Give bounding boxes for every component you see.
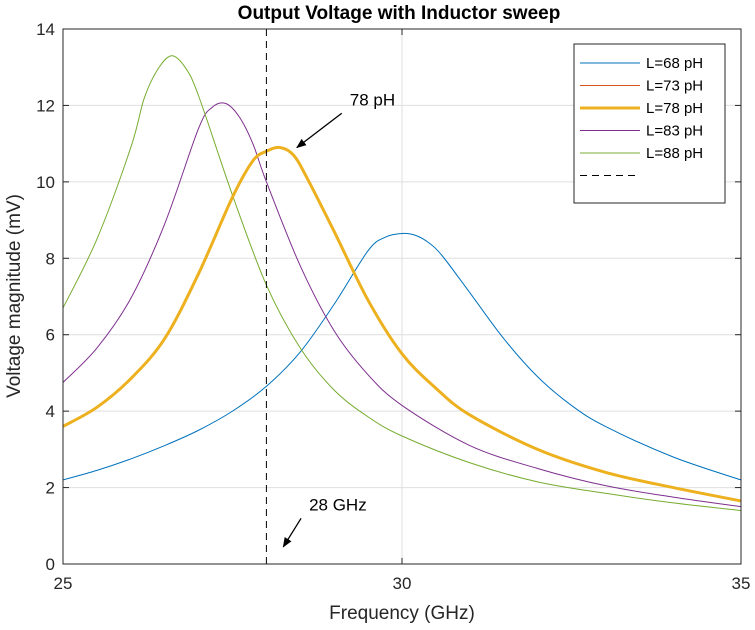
y-tick-label-8: 8 — [46, 249, 55, 268]
x-axis-label: Frequency (GHz) — [329, 603, 475, 624]
y-tick-label-6: 6 — [46, 326, 55, 345]
annotation-text-1: 28 GHz — [309, 495, 367, 514]
legend-label-0: L=68 pH — [646, 55, 703, 72]
legend-box — [573, 43, 726, 204]
x-tick-label-30: 30 — [393, 574, 412, 593]
legend-label-3: L=83 pH — [646, 123, 703, 140]
y-tick-label-12: 12 — [36, 96, 55, 115]
y-tick-label-10: 10 — [36, 173, 55, 192]
annotation-text-0: 78 pH — [350, 90, 395, 109]
tick-labels: 25 30 35 0 2 4 6 8 10 12 14 — [36, 20, 750, 593]
series-line-0 — [62, 232, 742, 481]
x-tick-label-35: 35 — [732, 574, 751, 593]
legend-label-1: L=73 pH — [646, 78, 703, 95]
legend-label-4: L=88 pH — [646, 145, 703, 162]
annotation-arrow-0 — [296, 112, 343, 149]
series-line-2 — [62, 145, 742, 503]
annotation-arrow-1 — [282, 517, 302, 548]
annotations: 78 pH 28 GHz — [282, 90, 395, 548]
legend-label-2: L=78 pH — [646, 100, 703, 117]
legend: L=68 pH L=73 pH L=78 pH L=83 pH L=88 pH — [573, 43, 726, 204]
series-group — [62, 29, 742, 564]
chart-title: Output Voltage with Inductor sweep — [238, 3, 561, 24]
x-tick-label-25: 25 — [54, 574, 73, 593]
axis-ticks — [62, 28, 742, 565]
y-tick-label-4: 4 — [46, 402, 55, 421]
y-tick-label-2: 2 — [46, 479, 55, 498]
y-axis-label: Voltage magnitude (mV) — [4, 194, 25, 398]
y-tick-label-0: 0 — [46, 555, 55, 574]
series-line-3 — [62, 102, 742, 508]
y-tick-label-14: 14 — [36, 20, 55, 39]
